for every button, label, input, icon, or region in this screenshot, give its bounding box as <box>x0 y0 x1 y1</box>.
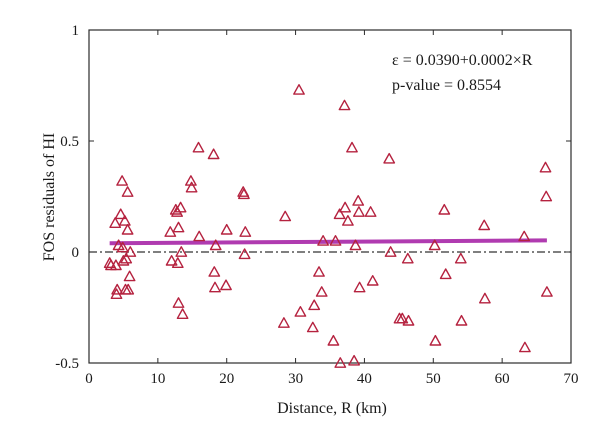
data-point-marker <box>539 161 552 173</box>
data-point-marker <box>124 246 137 257</box>
data-point-marker <box>109 217 122 229</box>
x-axis-title: Distance, R (km) <box>277 400 387 417</box>
x-tick-label: 50 <box>426 371 441 387</box>
data-point-marker <box>396 312 409 324</box>
data-point-marker <box>342 214 354 226</box>
data-point-marker <box>175 246 188 257</box>
data-point-marker <box>239 226 252 237</box>
data-point-marker <box>348 354 360 366</box>
data-point-marker <box>439 268 452 280</box>
data-point-marker <box>315 286 328 297</box>
y-tick-label: -0.5 <box>55 356 79 372</box>
data-point-marker <box>313 266 325 277</box>
data-point-marker <box>384 246 397 257</box>
data-point-marker <box>401 252 414 264</box>
data-point-marker <box>338 99 351 111</box>
data-point-marker <box>306 321 319 333</box>
data-point-marker <box>193 230 206 242</box>
x-tick-label: 10 <box>150 371 165 387</box>
x-tick-label: 70 <box>564 371 579 387</box>
data-point-marker <box>308 299 321 311</box>
data-point-marker <box>327 334 340 346</box>
data-point-marker <box>171 257 184 268</box>
data-point-marker <box>366 275 379 286</box>
data-point-marker <box>479 292 491 304</box>
data-point-marker <box>353 281 366 293</box>
data-point-marker <box>238 248 251 260</box>
data-point-marker <box>121 223 134 235</box>
data-point-marker <box>333 208 346 220</box>
data-point-marker <box>293 83 305 95</box>
data-point-marker <box>454 252 467 264</box>
data-point-marker <box>353 206 365 217</box>
axes: 0 10 20 30 40 50 60 70 -0.5 0 0.5 1 <box>55 23 578 387</box>
x-tick-label: 0 <box>85 371 93 387</box>
data-point-marker <box>220 279 232 291</box>
data-point-marker <box>518 230 531 242</box>
data-point-marker <box>209 281 221 293</box>
data-point-marker <box>185 181 198 193</box>
data-point-marker <box>208 266 221 277</box>
y-axis-title: FOS residuals of HI <box>41 133 58 261</box>
data-point-marker <box>209 239 222 251</box>
y-tick-label: 0 <box>72 245 80 261</box>
data-point-marker <box>123 270 136 282</box>
data-point-marker <box>540 190 553 202</box>
data-point-marker <box>165 254 178 266</box>
equation-annotation: ε = 0.0390+0.0002×R <box>392 52 533 69</box>
data-point-marker <box>402 314 415 326</box>
x-tick-label: 60 <box>495 371 510 387</box>
data-point-marker <box>383 152 396 164</box>
data-point-marker <box>278 317 290 328</box>
data-point-marker <box>294 306 307 317</box>
data-point-marker <box>519 341 531 353</box>
y-tick-label: 1 <box>72 23 80 39</box>
data-point-marker <box>364 206 377 217</box>
data-point-marker <box>117 254 130 266</box>
data-point-marker <box>339 201 351 213</box>
data-point-marker <box>438 203 451 215</box>
data-point-marker <box>429 334 442 346</box>
data-point-marker <box>122 283 135 295</box>
data-point-marker <box>116 241 129 253</box>
regression-fit-line <box>109 238 547 246</box>
data-point-marker <box>111 283 124 295</box>
data-point-marker <box>176 308 189 319</box>
data-point-marker <box>541 286 553 297</box>
reference-lines <box>89 238 571 253</box>
y-tick-label: 0.5 <box>60 134 79 150</box>
data-point-marker <box>349 239 362 251</box>
data-point-marker <box>352 194 365 206</box>
data-point-marker <box>279 210 292 222</box>
data-point-marker <box>116 175 129 186</box>
x-tick-label: 40 <box>357 371 372 387</box>
data-point-marker <box>478 219 491 231</box>
data-point-marker <box>317 234 329 246</box>
data-points <box>103 83 553 368</box>
labels: ε = 0.0390+0.0002×R p-value = 0.8554 Dis… <box>41 52 533 417</box>
data-point-marker <box>428 239 441 251</box>
data-point-marker <box>207 148 220 160</box>
data-point-marker <box>174 201 187 213</box>
data-point-marker <box>329 234 342 246</box>
x-tick-label: 20 <box>219 371 234 387</box>
data-point-marker <box>237 188 250 200</box>
data-point-marker <box>172 221 185 233</box>
data-point-marker <box>114 208 127 220</box>
data-point-marker <box>120 252 133 264</box>
plot-frame <box>88 29 572 364</box>
data-point-marker <box>220 223 233 235</box>
data-point-marker <box>334 357 347 368</box>
p-value-annotation: p-value = 0.8554 <box>392 77 501 94</box>
data-point-marker <box>118 214 131 226</box>
data-point-marker <box>172 297 185 308</box>
data-point-marker <box>455 314 468 326</box>
x-tick-label: 30 <box>288 371 303 387</box>
data-point-marker <box>121 186 134 197</box>
data-point-marker <box>346 141 358 153</box>
data-point-marker <box>192 141 205 153</box>
